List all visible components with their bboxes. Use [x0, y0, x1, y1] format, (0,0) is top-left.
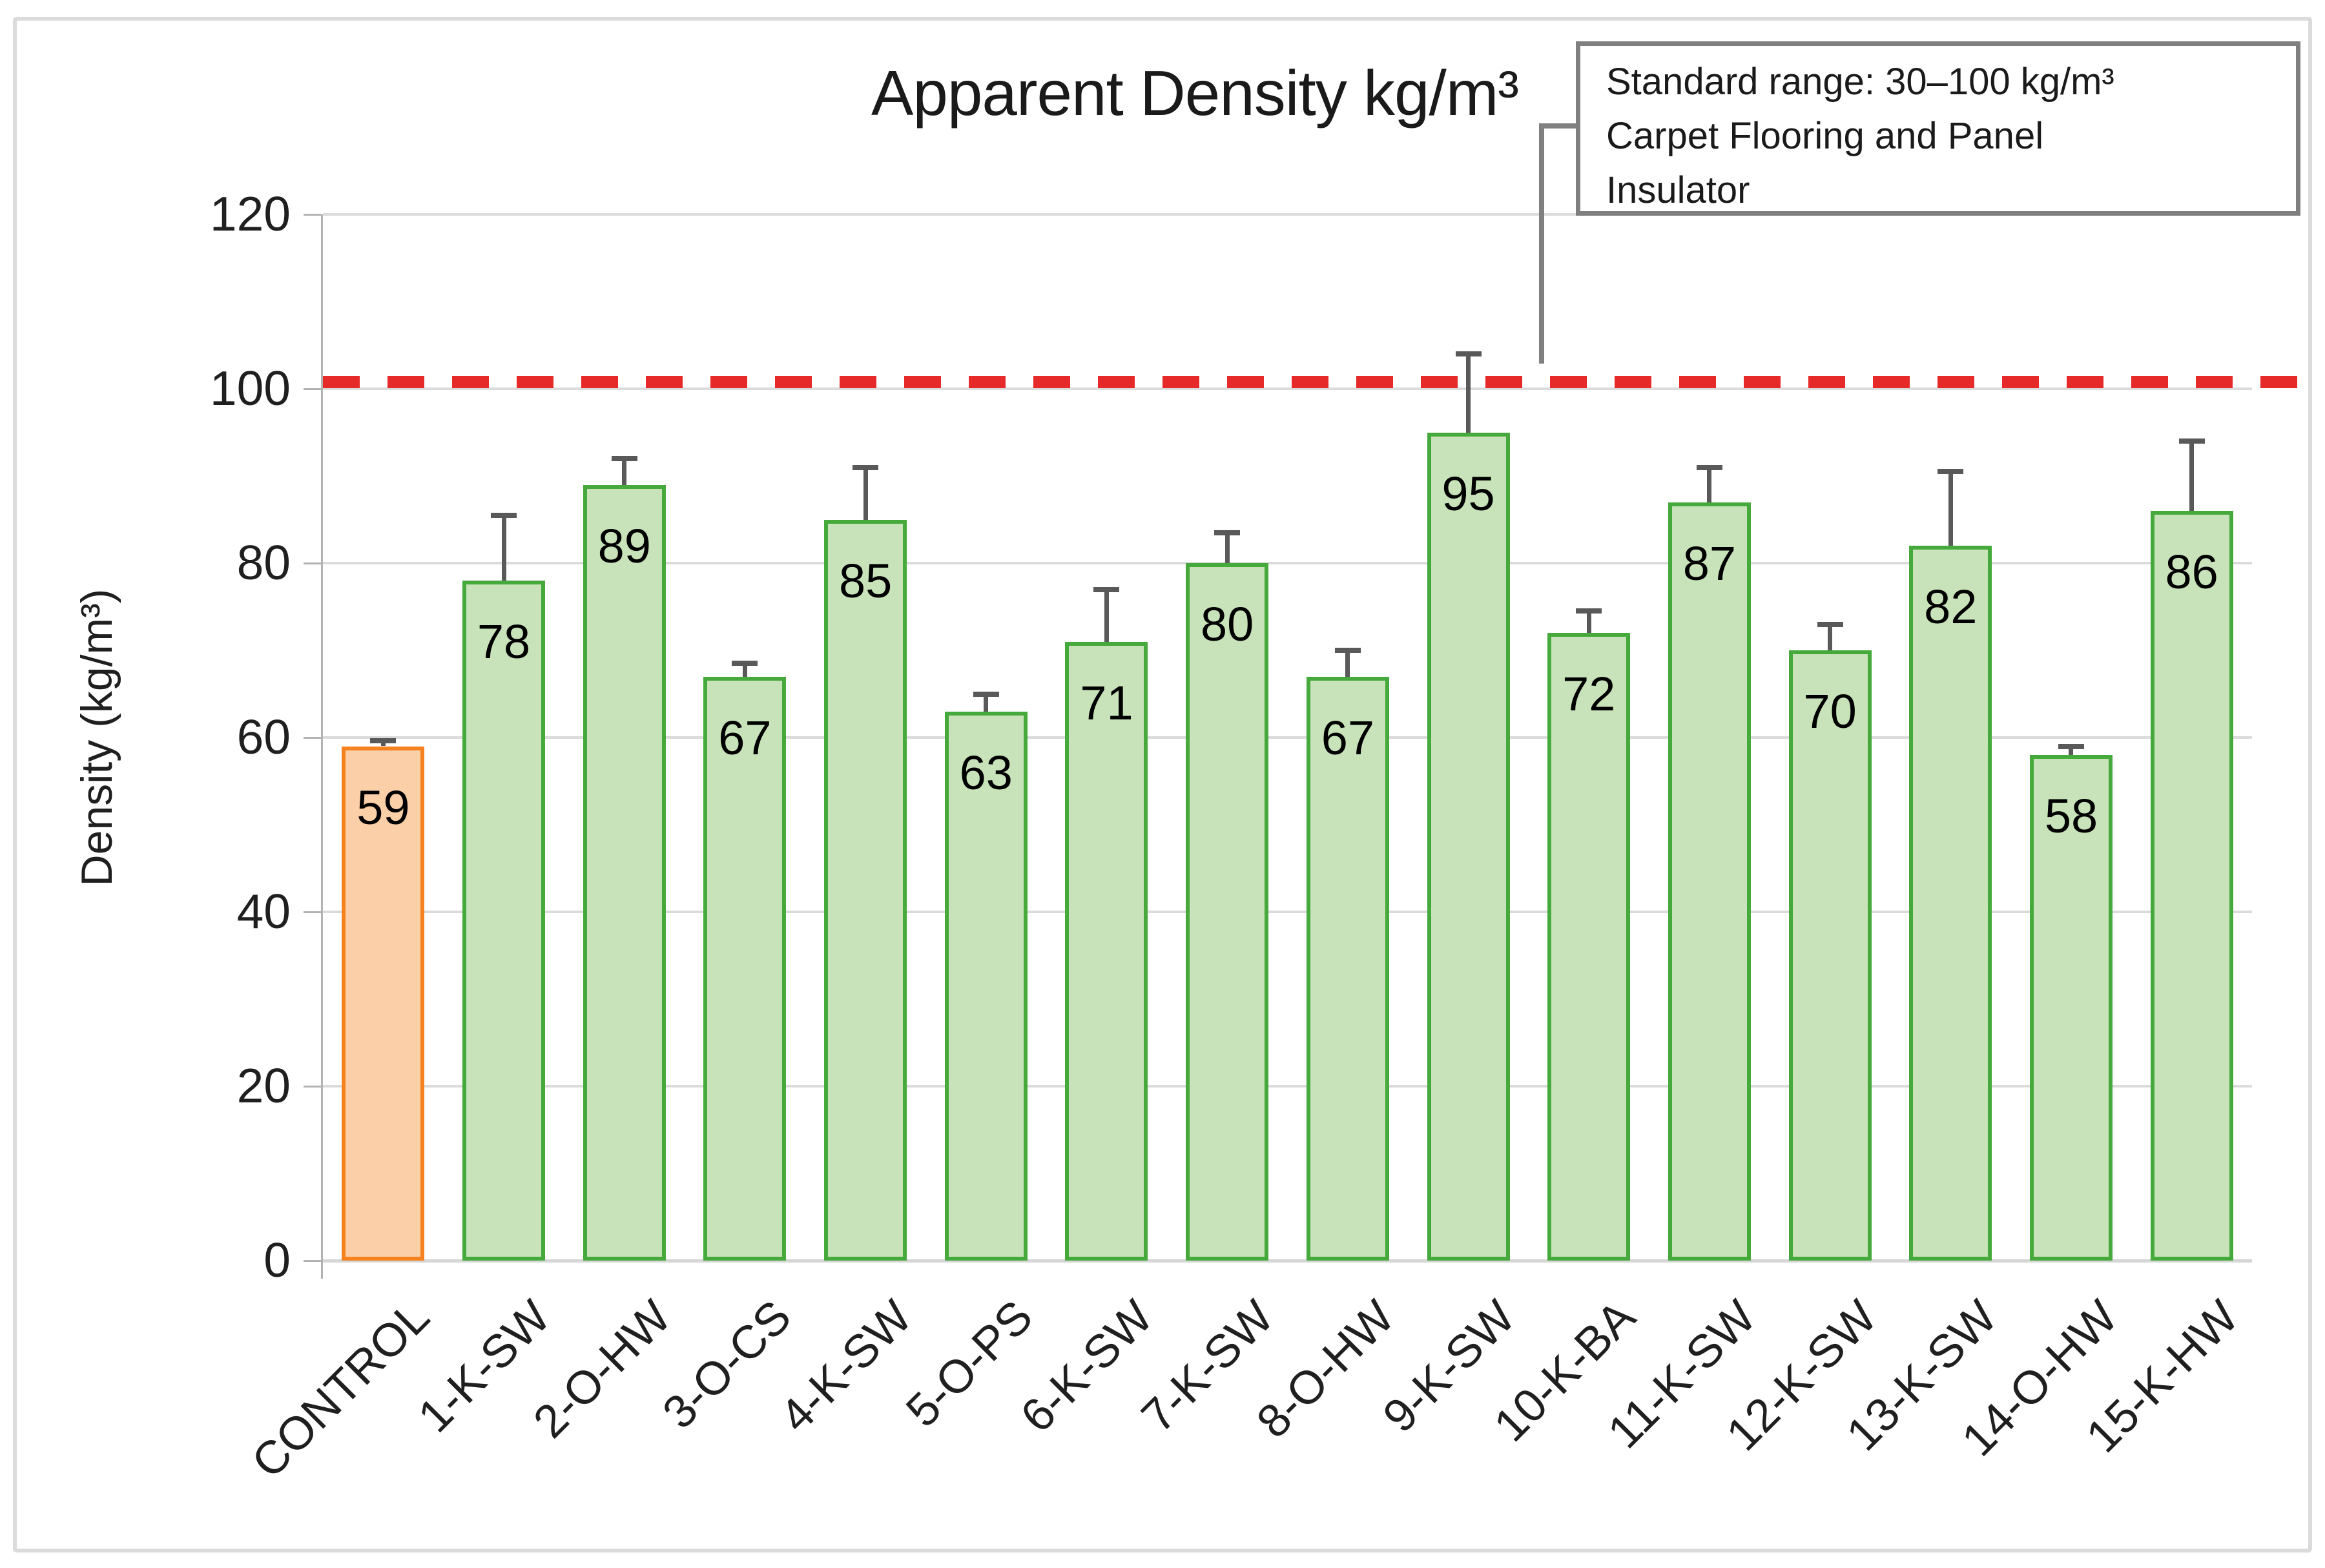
gridline-80 [323, 562, 2252, 564]
error-bar-9-K-SW [1466, 354, 1471, 433]
error-bar-4-K-SW [863, 467, 868, 520]
callout-line-2: Carpet Flooring and Panel [1606, 115, 2044, 157]
gridline-60 [323, 736, 2252, 739]
error-bar-15-K-HW [2189, 441, 2195, 511]
y-tick-label-20: 20 [236, 1058, 291, 1113]
bar-value-label-6-K-SW: 71 [1080, 676, 1133, 730]
gridline-40 [323, 911, 2252, 913]
bar-value-label-15-K-HW: 86 [2165, 545, 2218, 599]
bar-value-label-2-O-HW: 89 [597, 519, 651, 573]
chart-border-frame [13, 17, 2312, 1553]
error-bar-cap-10-K-BA [1576, 608, 1602, 614]
bar-value-label-7-K-SW: 80 [1201, 597, 1254, 651]
bar-6-K-SW [1065, 641, 1148, 1261]
bar-2-O-HW [583, 484, 666, 1261]
y-axis-tick-40 [304, 911, 322, 913]
error-bar-11-K-SW [1707, 467, 1712, 502]
bar-value-label-5-O-PS: 63 [959, 745, 1013, 799]
error-bar-8-O-HW [1345, 650, 1350, 677]
bar-value-label-10-K-BA: 72 [1562, 667, 1616, 721]
error-bar-cap-8-O-HW [1334, 648, 1361, 653]
bar-value-label-13-K-SW: 82 [1924, 580, 1978, 634]
bar-value-label-8-O-HW: 67 [1321, 710, 1374, 765]
y-axis-tick-0 [304, 1260, 322, 1262]
error-bar-CONTROL [380, 741, 386, 747]
bar-value-label-4-K-SW: 85 [838, 553, 893, 608]
error-bar-cap-7-K-SW [1214, 530, 1241, 535]
bar-8-O-HW [1306, 676, 1389, 1261]
error-bar-cap-CONTROL [370, 738, 397, 744]
error-bar-7-K-SW [1224, 532, 1230, 563]
error-bar-cap-3-O-CS [732, 661, 758, 666]
error-bar-cap-4-K-SW [852, 464, 879, 470]
error-bar-cap-5-O-PS [973, 691, 999, 697]
bar-value-label-9-K-SW: 95 [1442, 466, 1495, 521]
bar-CONTROL [342, 746, 425, 1261]
bar-14-O-HW [2029, 755, 2113, 1261]
y-axis-tick-120 [304, 214, 322, 216]
error-bar-cap-12-K-SW [1817, 621, 1843, 627]
gridline-20 [323, 1085, 2252, 1088]
x-axis-line [323, 1259, 2252, 1263]
y-axis-tick-80 [304, 562, 322, 564]
error-bar-6-K-SW [1104, 589, 1109, 642]
bar-12-K-SW [1788, 650, 1872, 1261]
y-tick-label-80: 80 [236, 535, 291, 590]
error-bar-cap-9-K-SW [1455, 351, 1482, 356]
error-bar-cap-6-K-SW [1093, 586, 1120, 592]
error-bar-2-O-HW [622, 459, 627, 485]
callout-line-3: Insulator [1606, 169, 1750, 211]
bar-value-label-11-K-SW: 87 [1682, 536, 1737, 590]
y-tick-label-100: 100 [209, 361, 291, 415]
bar-value-label-3-O-CS: 67 [718, 710, 772, 765]
bar-11-K-SW [1668, 502, 1751, 1261]
bar-value-label-CONTROL: 59 [356, 780, 410, 834]
y-tick-label-40: 40 [236, 884, 291, 938]
callout-connector-vertical [1539, 123, 1544, 364]
bar-10-K-BA [1547, 633, 1631, 1261]
y-axis-tick-100 [304, 388, 322, 390]
bar-value-label-1-K-SW: 78 [477, 615, 531, 668]
gridline-120 [323, 213, 2252, 216]
y-tick-label-0: 0 [264, 1233, 291, 1287]
error-bar-13-K-SW [1948, 471, 1953, 546]
bar-value-label-14-O-HW: 58 [2044, 789, 2098, 843]
y-axis-tick-60 [304, 737, 322, 739]
callout-connector-horizontal [1539, 123, 1578, 129]
chart-title: Apparent Density kg/m³ [871, 57, 1519, 129]
error-bar-14-O-HW [2069, 746, 2074, 755]
bar-4-K-SW [824, 519, 907, 1261]
callout-line-1: Standard range: 30–100 kg/m³ [1606, 61, 2114, 103]
bar-3-O-CS [703, 676, 787, 1261]
y-tick-label-60: 60 [236, 710, 291, 764]
error-bar-cap-13-K-SW [1938, 469, 1964, 475]
error-bar-cap-14-O-HW [2058, 743, 2084, 749]
error-bar-cap-2-O-HW [611, 456, 637, 461]
error-bar-12-K-SW [1828, 624, 1833, 650]
bar-7-K-SW [1186, 563, 1269, 1261]
y-axis-tick-20 [304, 1086, 322, 1088]
bar-15-K-HW [2150, 511, 2233, 1261]
error-bar-10-K-BA [1586, 611, 1591, 633]
bar-9-K-SW [1427, 432, 1510, 1261]
error-bar-cap-11-K-SW [1696, 464, 1722, 470]
reference-dashed-line [323, 376, 2311, 389]
error-bar-5-O-PS [984, 694, 989, 712]
bar-value-label-12-K-SW: 70 [1803, 685, 1857, 738]
y-tick-label-120: 120 [209, 187, 291, 241]
standard-range-callout: Standard range: 30–100 kg/m³ Carpet Floo… [1576, 41, 2300, 216]
error-bar-cap-15-K-HW [2178, 438, 2205, 444]
y-axis-line [321, 214, 323, 1279]
bar-1-K-SW [462, 581, 546, 1261]
error-bar-cap-1-K-SW [491, 512, 517, 518]
bar-5-O-PS [944, 711, 1028, 1261]
gridline-100 [323, 387, 2252, 390]
bar-13-K-SW [1909, 546, 1992, 1261]
error-bar-3-O-CS [742, 663, 747, 677]
error-bar-1-K-SW [501, 515, 506, 581]
